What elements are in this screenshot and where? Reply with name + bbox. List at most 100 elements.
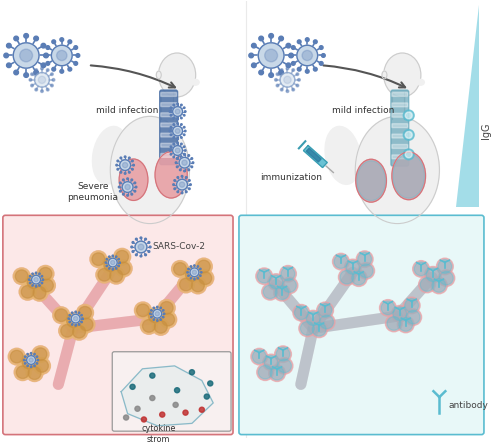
Circle shape [184, 107, 185, 108]
Circle shape [306, 38, 309, 42]
Circle shape [128, 157, 130, 159]
Circle shape [180, 117, 182, 119]
Circle shape [46, 88, 49, 91]
Circle shape [59, 323, 76, 339]
Circle shape [406, 151, 412, 158]
Ellipse shape [92, 126, 128, 184]
Circle shape [298, 67, 301, 71]
Circle shape [208, 381, 213, 386]
Circle shape [78, 316, 95, 333]
Circle shape [39, 273, 40, 274]
Text: immunization: immunization [260, 173, 322, 182]
Circle shape [269, 73, 274, 78]
Circle shape [358, 252, 372, 266]
Circle shape [180, 137, 182, 138]
Circle shape [8, 349, 25, 365]
Circle shape [60, 69, 64, 73]
Circle shape [184, 154, 185, 155]
Circle shape [270, 366, 284, 380]
Circle shape [135, 406, 140, 411]
Circle shape [186, 191, 187, 193]
Circle shape [180, 124, 182, 125]
Circle shape [36, 363, 38, 364]
Circle shape [16, 366, 29, 379]
Circle shape [170, 126, 172, 128]
Circle shape [14, 70, 18, 75]
Circle shape [6, 43, 11, 48]
Circle shape [41, 63, 46, 68]
Circle shape [117, 262, 130, 275]
Circle shape [36, 360, 49, 372]
Ellipse shape [156, 71, 162, 79]
Ellipse shape [192, 79, 199, 85]
Circle shape [276, 347, 290, 361]
Circle shape [194, 279, 195, 280]
Circle shape [281, 277, 298, 294]
Ellipse shape [384, 53, 421, 97]
Circle shape [90, 251, 107, 267]
Circle shape [158, 300, 175, 316]
Circle shape [153, 307, 154, 309]
Circle shape [20, 354, 37, 371]
Circle shape [259, 36, 264, 41]
Circle shape [32, 346, 49, 362]
Circle shape [144, 238, 146, 240]
Circle shape [440, 271, 454, 285]
Circle shape [252, 43, 256, 48]
Circle shape [177, 142, 178, 144]
Circle shape [102, 257, 118, 273]
Circle shape [153, 319, 154, 320]
Circle shape [118, 186, 120, 188]
FancyBboxPatch shape [161, 143, 176, 147]
Circle shape [24, 73, 28, 78]
Circle shape [424, 267, 442, 283]
Circle shape [162, 310, 164, 311]
Circle shape [184, 111, 186, 112]
Ellipse shape [356, 116, 440, 224]
Circle shape [112, 255, 114, 256]
Circle shape [292, 61, 295, 65]
Circle shape [279, 70, 283, 75]
Circle shape [406, 132, 412, 138]
Circle shape [19, 284, 36, 300]
Circle shape [200, 268, 201, 270]
Circle shape [426, 268, 440, 282]
Circle shape [64, 313, 82, 329]
Polygon shape [456, 5, 479, 207]
Circle shape [180, 155, 181, 156]
Circle shape [192, 270, 196, 275]
Circle shape [318, 314, 335, 330]
Circle shape [280, 73, 295, 87]
FancyBboxPatch shape [161, 92, 176, 96]
Circle shape [102, 257, 118, 273]
FancyBboxPatch shape [161, 113, 176, 117]
Circle shape [130, 384, 135, 389]
Circle shape [96, 267, 112, 283]
Circle shape [150, 313, 151, 314]
Circle shape [33, 286, 46, 299]
Circle shape [432, 279, 446, 292]
Circle shape [134, 190, 136, 192]
Circle shape [78, 306, 92, 319]
Circle shape [420, 278, 434, 291]
Circle shape [176, 158, 178, 159]
Circle shape [436, 258, 454, 275]
Circle shape [10, 350, 23, 363]
Circle shape [34, 277, 38, 282]
Circle shape [180, 278, 192, 291]
Circle shape [138, 244, 144, 250]
Circle shape [180, 182, 185, 187]
Circle shape [312, 323, 326, 336]
Circle shape [177, 103, 178, 105]
Circle shape [52, 40, 56, 43]
Ellipse shape [393, 153, 424, 198]
Circle shape [190, 184, 192, 185]
Circle shape [178, 276, 194, 293]
Circle shape [289, 53, 294, 58]
Text: mild infection: mild infection [332, 106, 394, 115]
Circle shape [252, 350, 266, 363]
Circle shape [26, 365, 43, 381]
Circle shape [186, 268, 198, 281]
Ellipse shape [417, 79, 424, 85]
Circle shape [6, 63, 11, 68]
